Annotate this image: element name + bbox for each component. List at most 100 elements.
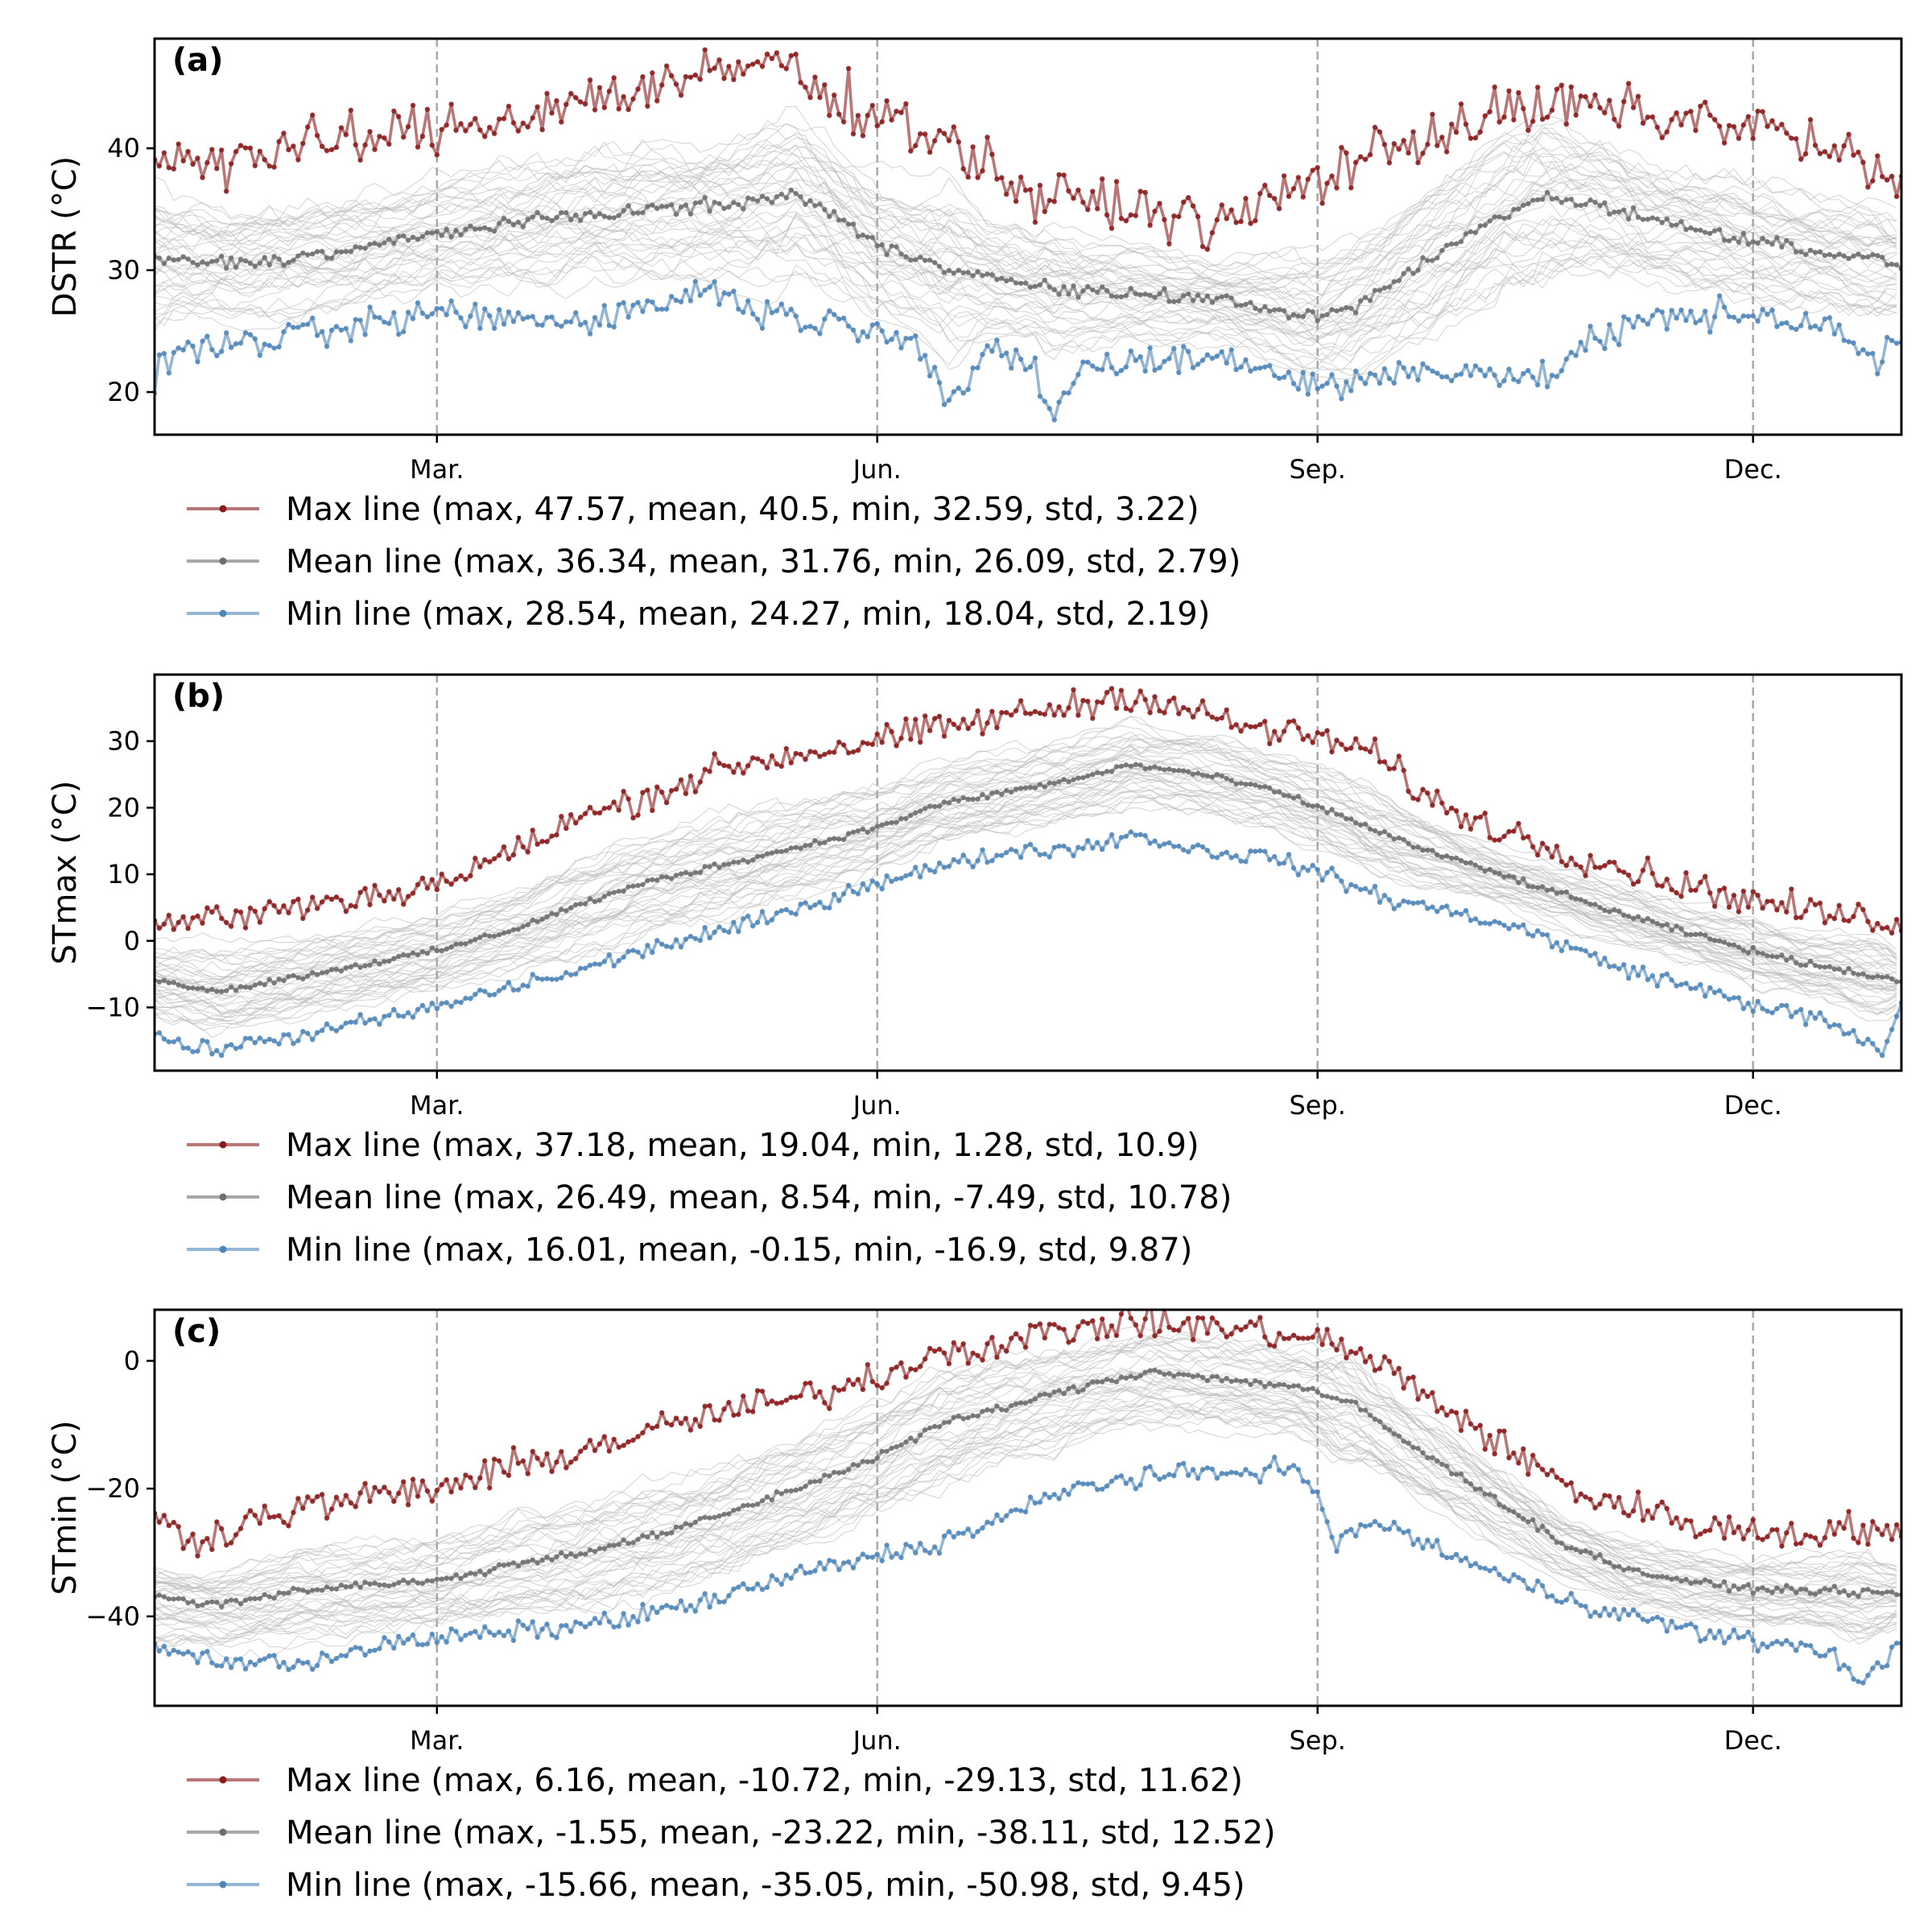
series-point bbox=[1496, 214, 1502, 220]
series-point bbox=[812, 1568, 818, 1574]
series-point bbox=[678, 1525, 684, 1530]
series-point bbox=[936, 380, 943, 386]
series-point bbox=[1100, 176, 1105, 182]
series-point bbox=[1755, 108, 1761, 114]
series-point bbox=[300, 976, 306, 982]
series-point bbox=[343, 909, 349, 914]
series-point bbox=[869, 1554, 876, 1560]
series-point bbox=[1865, 1542, 1871, 1547]
series-point bbox=[965, 796, 971, 802]
series-point bbox=[1831, 1646, 1837, 1652]
series-point bbox=[228, 255, 234, 261]
series-point bbox=[156, 979, 163, 985]
series-point bbox=[750, 311, 756, 317]
series-point bbox=[1157, 1328, 1162, 1334]
series-point bbox=[510, 1560, 517, 1566]
series-point bbox=[324, 1584, 330, 1590]
series-point bbox=[338, 1024, 345, 1030]
series-point bbox=[291, 143, 296, 149]
series-point bbox=[659, 1410, 665, 1416]
series-point bbox=[357, 317, 363, 323]
series-point bbox=[1334, 737, 1340, 743]
series-point bbox=[1449, 805, 1455, 811]
series-point bbox=[1654, 216, 1660, 222]
series-point bbox=[1506, 1578, 1512, 1584]
series-point bbox=[840, 1560, 847, 1566]
series-point bbox=[1678, 981, 1684, 988]
series-point bbox=[1253, 305, 1258, 312]
series-point bbox=[1071, 1384, 1076, 1389]
series-point bbox=[568, 972, 574, 978]
series-point bbox=[1344, 815, 1349, 822]
series-point bbox=[1612, 1607, 1617, 1612]
series-point bbox=[865, 887, 871, 893]
series-point bbox=[889, 1554, 894, 1560]
series-point bbox=[1607, 964, 1612, 970]
series-point bbox=[237, 142, 244, 148]
series-point bbox=[1348, 745, 1354, 751]
series-point bbox=[209, 1660, 215, 1666]
series-point bbox=[687, 211, 694, 217]
series-point bbox=[1683, 980, 1689, 986]
series-point bbox=[1042, 398, 1048, 404]
series-point bbox=[1654, 921, 1660, 927]
series-point bbox=[1315, 867, 1320, 873]
series-point bbox=[305, 321, 311, 328]
series-point bbox=[798, 328, 803, 333]
series-point bbox=[712, 1417, 717, 1423]
series-point bbox=[1750, 1517, 1756, 1523]
series-point bbox=[697, 292, 703, 299]
series-point bbox=[1755, 950, 1761, 956]
series-point bbox=[1425, 791, 1430, 796]
series-point bbox=[477, 127, 483, 133]
series-point bbox=[1324, 1393, 1330, 1399]
series-point bbox=[1482, 1447, 1488, 1452]
series-point bbox=[530, 115, 535, 121]
series-point bbox=[975, 858, 980, 864]
series-point bbox=[1789, 1013, 1794, 1020]
series-point bbox=[1027, 841, 1034, 848]
series-point bbox=[1640, 1517, 1646, 1523]
series-point bbox=[898, 815, 904, 821]
series-point bbox=[444, 1000, 449, 1005]
series-point bbox=[305, 973, 311, 979]
series-point bbox=[1568, 945, 1575, 952]
series-point bbox=[673, 1524, 679, 1530]
series-point bbox=[568, 811, 574, 818]
series-point bbox=[458, 1637, 464, 1642]
series-point bbox=[1774, 1638, 1780, 1645]
panel-label: (b) bbox=[172, 678, 225, 715]
series-point bbox=[1453, 855, 1459, 861]
series-point bbox=[1381, 285, 1388, 291]
series-point bbox=[1013, 280, 1019, 286]
series-point bbox=[1233, 367, 1239, 373]
axes-frame bbox=[153, 1308, 1903, 1707]
series-point bbox=[716, 1513, 722, 1519]
series-point bbox=[625, 884, 631, 890]
series-point bbox=[487, 1485, 493, 1491]
series-point bbox=[597, 211, 603, 217]
series-point bbox=[539, 126, 545, 133]
series-point bbox=[549, 1557, 555, 1563]
series-point bbox=[324, 969, 330, 975]
series-point bbox=[1214, 716, 1220, 722]
series-point bbox=[793, 844, 799, 850]
series-point bbox=[668, 1604, 675, 1611]
series-point bbox=[1525, 1519, 1531, 1525]
series-point bbox=[850, 221, 857, 227]
series-point bbox=[999, 353, 1005, 359]
series-point bbox=[741, 309, 746, 316]
series-point bbox=[898, 735, 904, 741]
series-point bbox=[807, 905, 813, 910]
series-point bbox=[444, 946, 449, 952]
series-point bbox=[252, 1513, 258, 1518]
series-point bbox=[1133, 1486, 1139, 1492]
series-point bbox=[1683, 931, 1689, 938]
series-point bbox=[1046, 702, 1053, 708]
series-point bbox=[362, 1652, 368, 1658]
series-point bbox=[1128, 1476, 1134, 1482]
series-point bbox=[673, 937, 679, 943]
series-point bbox=[745, 913, 751, 919]
series-point bbox=[204, 1600, 210, 1606]
series-point bbox=[1449, 855, 1455, 861]
